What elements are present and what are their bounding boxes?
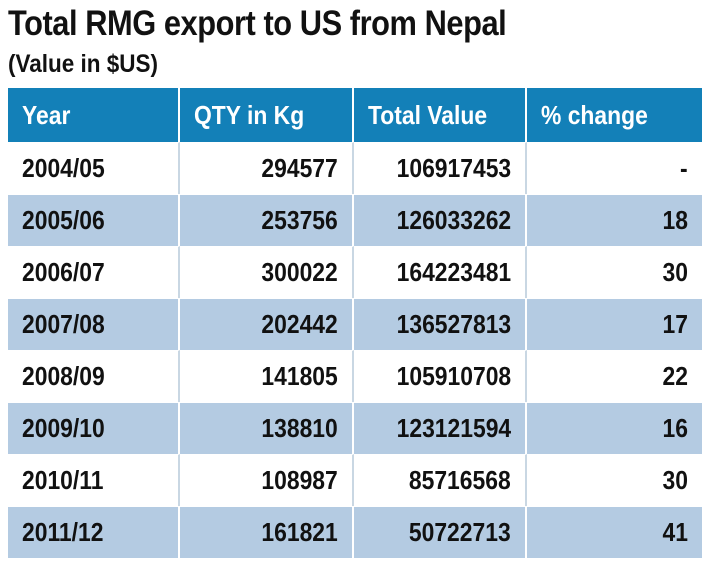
table-row: 2009/10 138810 123121594 16 [8,402,702,454]
cell-qty: 141805 [180,350,354,402]
table-row: 2006/07 300022 164223481 30 [8,246,702,298]
cell-year: 2004/05 [8,142,180,194]
cell-percent-change: 22 [527,350,702,402]
cell-qty: 294577 [180,142,354,194]
cell-year: 2009/10 [8,402,180,454]
cell-year: 2010/11 [8,454,180,506]
cell-percent-change: 41 [527,506,702,558]
cell-percent-change: 18 [527,194,702,246]
cell-qty: 108987 [180,454,354,506]
cell-year: 2005/06 [8,194,180,246]
cell-percent-change: 16 [527,402,702,454]
column-header-total-value: Total Value [354,88,527,142]
table-body: 2004/05 294577 106917453 - 2005/06 25375… [8,142,702,558]
cell-total-value: 50722713 [354,506,527,558]
cell-percent-change: - [527,142,702,194]
chart-subtitle: (Value in $US) [8,50,159,78]
cell-year: 2011/12 [8,506,180,558]
column-header-qty: QTY in Kg [180,88,354,142]
table-row: 2010/11 108987 85716568 30 [8,454,702,506]
cell-total-value: 126033262 [354,194,527,246]
cell-total-value: 106917453 [354,142,527,194]
column-header-year: Year [8,88,180,142]
cell-qty: 138810 [180,402,354,454]
cell-total-value: 164223481 [354,246,527,298]
export-table: Year QTY in Kg Total Value % change 2004… [8,88,702,558]
cell-year: 2006/07 [8,246,180,298]
cell-total-value: 123121594 [354,402,527,454]
table-header-row: Year QTY in Kg Total Value % change [8,88,702,142]
cell-total-value: 105910708 [354,350,527,402]
cell-total-value: 136527813 [354,298,527,350]
cell-qty: 300022 [180,246,354,298]
table-row: 2005/06 253756 126033262 18 [8,194,702,246]
cell-qty: 202442 [180,298,354,350]
table-row: 2011/12 161821 50722713 41 [8,506,702,558]
cell-total-value: 85716568 [354,454,527,506]
cell-qty: 161821 [180,506,354,558]
cell-year: 2007/08 [8,298,180,350]
cell-year: 2008/09 [8,350,180,402]
cell-percent-change: 17 [527,298,702,350]
table-row: 2008/09 141805 105910708 22 [8,350,702,402]
table-row: 2004/05 294577 106917453 - [8,142,702,194]
cell-percent-change: 30 [527,246,702,298]
cell-qty: 253756 [180,194,354,246]
table-row: 2007/08 202442 136527813 17 [8,298,702,350]
cell-percent-change: 30 [527,454,702,506]
column-header-percent-change: % change [527,88,702,142]
chart-title: Total RMG export to US from Nepal [8,4,507,43]
